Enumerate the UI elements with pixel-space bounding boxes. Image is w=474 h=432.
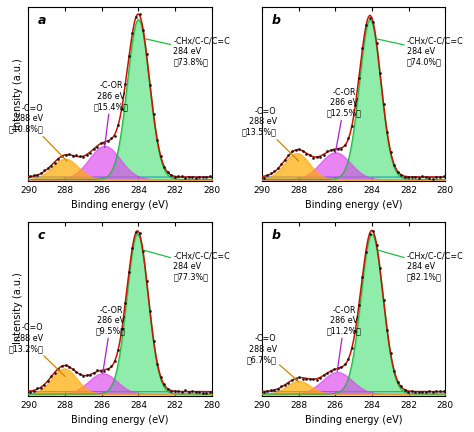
X-axis label: Binding energy (eV): Binding energy (eV) xyxy=(305,200,402,210)
Text: -C-OR
286 eV
（15.4%）: -C-OR 286 eV （15.4%） xyxy=(93,82,128,147)
Text: b: b xyxy=(271,229,280,241)
Text: -C=O
288 eV
（6.7%）: -C=O 288 eV （6.7%） xyxy=(247,334,299,381)
Text: -CHx/C-C/C=C
284 eV
（82.1%）: -CHx/C-C/C=C 284 eV （82.1%） xyxy=(378,250,464,281)
Text: -C-OR
286 eV
（9.5%）: -C-OR 286 eV （9.5%） xyxy=(96,306,126,373)
X-axis label: Binding energy (eV): Binding energy (eV) xyxy=(305,415,402,425)
Text: c: c xyxy=(37,229,45,241)
X-axis label: Binding energy (eV): Binding energy (eV) xyxy=(72,415,169,425)
Text: -C-OR
286 eV
（11.2%）: -C-OR 286 eV （11.2%） xyxy=(327,306,362,372)
Text: -C-OR
286 eV
（12.5%）: -C-OR 286 eV （12.5%） xyxy=(327,88,362,153)
Text: -CHx/C-C/C=C
284 eV
（74.0%）: -CHx/C-C/C=C 284 eV （74.0%） xyxy=(377,37,464,67)
Text: -C=O
288 eV
（13.5%）: -C=O 288 eV （13.5%） xyxy=(242,107,299,161)
Text: -CHx/C-C/C=C
284 eV
（77.3%）: -CHx/C-C/C=C 284 eV （77.3%） xyxy=(144,250,230,281)
Text: -C=O
288 eV
（10.8%）: -C=O 288 eV （10.8%） xyxy=(9,104,67,161)
Text: -C=O
288 eV
（13.2%）: -C=O 288 eV （13.2%） xyxy=(8,323,65,376)
Y-axis label: Intensity (a.u.): Intensity (a.u.) xyxy=(13,58,23,130)
X-axis label: Binding energy (eV): Binding energy (eV) xyxy=(72,200,169,210)
Text: a: a xyxy=(37,14,46,27)
Text: -CHx/C-C/C=C
284 eV
（73.8%）: -CHx/C-C/C=C 284 eV （73.8%） xyxy=(146,37,230,67)
Text: b: b xyxy=(271,14,280,27)
Y-axis label: Intensity (a.u.): Intensity (a.u.) xyxy=(13,273,23,344)
